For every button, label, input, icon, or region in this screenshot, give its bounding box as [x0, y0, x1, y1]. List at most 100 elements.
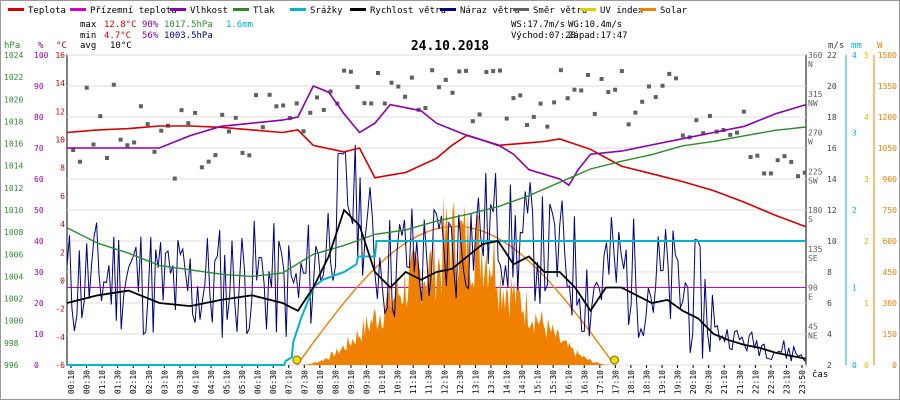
- x-tick-label: 07:10: [285, 370, 294, 394]
- wind-direction-point: [369, 101, 374, 106]
- x-tick-label: 05:30: [238, 370, 247, 394]
- tick-label: 22: [827, 51, 837, 60]
- tick-label: 4: [852, 51, 857, 60]
- x-tick-label: 16:10: [565, 370, 574, 394]
- wind-direction-point: [240, 150, 245, 155]
- wind-direction-point: [213, 153, 218, 158]
- x-tick-label: 05:10: [223, 370, 232, 394]
- wind-direction-point: [362, 101, 367, 106]
- x-tick-label: 14:10: [502, 370, 511, 394]
- x-tick-label: 08:30: [331, 370, 340, 394]
- legend-label-0: Teplota: [28, 6, 66, 16]
- wind-direction-point: [538, 101, 543, 106]
- wind-direction-point: [599, 76, 604, 81]
- solar-potential-curve: [296, 225, 615, 366]
- legend-swatch-0: [8, 8, 24, 11]
- tick-label: 90: [34, 82, 44, 91]
- unit-percent: %: [38, 41, 44, 51]
- wind-direction-point: [443, 77, 448, 82]
- x-tick-label: 04:10: [191, 370, 200, 394]
- x-tick-label: 12:10: [440, 370, 449, 394]
- tick-label: 998: [4, 339, 19, 348]
- tick-label: 1014: [4, 162, 23, 171]
- x-tick-label: 02:30: [145, 370, 154, 394]
- stat-sunrise: Východ:07:28: [511, 31, 576, 41]
- rain-axis: 4 3 2 1 0: [845, 51, 857, 370]
- wind-direction-point: [640, 99, 645, 104]
- tick-label: 12: [55, 107, 65, 116]
- tick-label: 60: [34, 175, 44, 184]
- tick-label: 45: [808, 322, 818, 331]
- wind-direction-point: [91, 142, 96, 147]
- wind-direction-point: [145, 122, 150, 127]
- tick-label: 450: [883, 268, 898, 277]
- stat-ws: WS:17.7m/s: [511, 20, 565, 30]
- x-tick-label: 13:10: [471, 370, 480, 394]
- tick-label: 315: [808, 90, 823, 99]
- wind-direction-point: [105, 155, 110, 160]
- unit-cas: čas: [812, 369, 828, 380]
- stat-avg-label: avg: [80, 41, 96, 51]
- wind-direction-point: [504, 116, 509, 121]
- x-tick-label: 03:10: [160, 370, 169, 394]
- wind-direction-point: [430, 68, 435, 73]
- tick-label: 1020: [4, 95, 23, 104]
- legend-label-6: Náraz větru: [460, 6, 520, 16]
- tick-label: 1016: [4, 140, 23, 149]
- tick-label: 20: [34, 299, 44, 308]
- x-tick-label: 09:30: [363, 370, 372, 394]
- wind-direction-point: [267, 92, 272, 97]
- stat-max-temp: 12.8°C: [104, 20, 137, 30]
- tick-label: 3: [852, 129, 857, 138]
- tick-label: 4: [864, 113, 869, 122]
- x-tick-label: 11:10: [409, 370, 418, 394]
- temperature-axis: 16 14 12 10 8 6 4 2 0 -2 -4 -6: [55, 51, 65, 370]
- wind-direction-point: [403, 94, 408, 99]
- wind-direction-point: [680, 133, 685, 138]
- x-tick-label: 07:30: [300, 370, 309, 394]
- tick-label: 10: [34, 330, 44, 339]
- tick-label: 1008: [4, 228, 23, 237]
- wind-direction-point: [592, 111, 597, 116]
- wind-direction-point: [558, 68, 563, 73]
- stat-max-label: max: [80, 20, 97, 30]
- tick-label: 1002: [4, 295, 23, 304]
- tick-label: 30: [34, 268, 44, 277]
- tick-label: 5: [864, 51, 869, 60]
- tick-label: 300: [883, 299, 898, 308]
- tick-label: 4: [827, 330, 832, 339]
- wind-direction-point: [179, 108, 184, 113]
- tick-label: 1000: [4, 317, 23, 326]
- x-tick-label: 17:30: [611, 370, 620, 394]
- tick-label: 2: [864, 237, 869, 246]
- tick-label: 6: [827, 299, 832, 308]
- legend-swatch-6: [440, 8, 456, 11]
- tick-label: 1018: [4, 117, 23, 126]
- tick-label: 6: [60, 192, 65, 201]
- wind-direction-point: [220, 112, 225, 117]
- legend-label-3: Tlak: [253, 6, 275, 16]
- x-tick-label: 21:10: [720, 370, 729, 394]
- solar-area: [297, 195, 615, 365]
- wind-direction-point: [301, 129, 306, 134]
- tick-label: 1004: [4, 272, 23, 281]
- wind-direction-point: [531, 114, 536, 119]
- wind-direction-point: [125, 143, 130, 148]
- tick-label: 600: [883, 237, 898, 246]
- wind-direction-point: [226, 129, 231, 134]
- tick-label: 1010: [4, 206, 23, 215]
- x-tick-label: 19:10: [658, 370, 667, 394]
- legend-label-4: Srážky: [310, 6, 343, 16]
- wind-direction-point: [748, 155, 753, 160]
- tick-label: NW: [808, 99, 818, 108]
- wind-direction-point: [382, 101, 387, 106]
- stat-max-rain: 1.6mm: [226, 20, 253, 30]
- tick-label: 2: [852, 206, 857, 215]
- pressure-axis: 1024 1022 1020 1018 1016 1014 1012 1010 1008 1006…: [4, 51, 23, 370]
- wind-direction-point: [321, 107, 326, 112]
- wind-direction-point: [281, 103, 286, 108]
- x-tick-label: 06:30: [269, 370, 278, 394]
- wind-direction-point: [525, 123, 530, 128]
- stat-min-temp: 4.7°C: [104, 31, 131, 41]
- legend-swatch-3: [233, 8, 249, 11]
